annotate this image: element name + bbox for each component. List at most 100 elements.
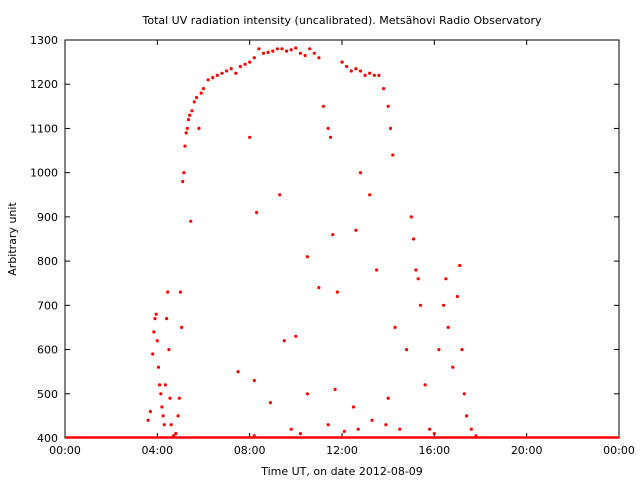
data-point: [444, 277, 448, 281]
data-point: [305, 255, 309, 259]
data-point: [298, 51, 302, 55]
data-points: [65, 46, 619, 439]
data-point: [333, 387, 337, 391]
data-point: [236, 370, 240, 374]
data-point: [225, 69, 229, 73]
data-point: [451, 365, 455, 369]
data-point: [423, 383, 427, 387]
data-point: [174, 432, 178, 436]
x-tick-label: 20:00: [511, 444, 543, 457]
data-point: [321, 104, 326, 108]
y-axis-label: Arbitrary unit: [6, 202, 19, 276]
data-point: [156, 365, 161, 369]
data-point: [177, 396, 181, 400]
data-point: [190, 109, 194, 113]
y-axis: 400 500 600 700 800 900 1000 1100 1200 1300: [30, 34, 619, 445]
y-tick-label: 1000: [30, 167, 58, 180]
y-tick-label: 700: [37, 299, 58, 312]
data-point: [465, 414, 469, 418]
data-point: [195, 95, 199, 100]
data-point: [398, 427, 402, 431]
data-point: [303, 53, 307, 58]
data-point: [469, 427, 473, 431]
data-point: [418, 303, 423, 307]
data-point: [342, 429, 346, 433]
y-tick-label: 1200: [30, 78, 58, 91]
y-tick-label: 1100: [30, 122, 58, 135]
data-point: [229, 67, 233, 71]
data-point: [211, 76, 215, 80]
data-point: [372, 73, 376, 77]
data-point: [199, 91, 203, 95]
data-point: [154, 312, 158, 316]
data-point: [386, 104, 390, 108]
data-point: [257, 47, 261, 51]
data-point: [178, 290, 182, 294]
data-point: [326, 423, 330, 427]
data-point: [388, 126, 393, 130]
data-point: [192, 100, 196, 104]
x-axis: 00:00 04:00 08:00 12:00 16:00 20:00 00:00: [49, 40, 635, 457]
data-point: [151, 352, 155, 356]
data-point: [184, 131, 188, 135]
y-tick-label: 800: [37, 255, 58, 268]
data-point: [183, 144, 187, 148]
data-point: [278, 193, 282, 197]
data-point: [474, 434, 478, 438]
data-point: [416, 277, 420, 281]
x-tick-label: 04:00: [141, 444, 173, 457]
data-point: [167, 348, 171, 352]
x-tick-label: 16:00: [418, 444, 450, 457]
data-point: [153, 317, 157, 321]
y-tick-label: 1300: [30, 34, 58, 47]
data-point: [432, 432, 436, 436]
data-point: [377, 73, 381, 77]
data-point: [252, 56, 256, 60]
data-point: [248, 135, 252, 139]
data-point: [188, 113, 192, 117]
x-tick-label: 00:00: [49, 444, 81, 457]
data-point: [455, 294, 459, 299]
data-point: [384, 423, 388, 427]
data-point: [312, 51, 316, 55]
y-tick-label: 900: [37, 211, 58, 224]
data-point: [340, 60, 344, 64]
data-point: [146, 418, 150, 422]
data-point: [335, 290, 339, 294]
data-point: [165, 317, 169, 321]
y-tick-label: 500: [37, 388, 58, 401]
data-point: [180, 325, 184, 329]
data-point: [189, 219, 193, 223]
data-point: [363, 73, 367, 77]
data-point: [375, 268, 379, 272]
data-point: [294, 334, 298, 338]
data-point: [446, 325, 450, 329]
plot-frame: [64, 39, 620, 439]
data-point: [268, 401, 272, 405]
data-point: [248, 60, 252, 64]
data-point: [201, 87, 206, 91]
data-point: [282, 339, 286, 343]
data-point: [354, 228, 358, 232]
data-point: [386, 396, 390, 400]
data-point: [234, 71, 238, 75]
data-point: [285, 49, 289, 53]
data-point: [368, 71, 372, 75]
data-point: [275, 47, 279, 51]
data-point: [351, 405, 356, 409]
data-point: [159, 392, 163, 396]
data-point: [326, 126, 330, 130]
data-point: [289, 48, 293, 52]
data-point: [405, 348, 409, 352]
x-tick-label: 00:00: [603, 444, 635, 457]
data-point: [298, 432, 302, 436]
data-point: [317, 286, 321, 290]
data-point: [437, 348, 441, 352]
chart-title: Total UV radiation intensity (uncalibrat…: [142, 14, 542, 27]
data-point: [428, 427, 432, 431]
data-point: [356, 427, 360, 431]
data-point: [155, 339, 159, 343]
data-point: [215, 73, 219, 77]
data-point: [460, 348, 464, 352]
